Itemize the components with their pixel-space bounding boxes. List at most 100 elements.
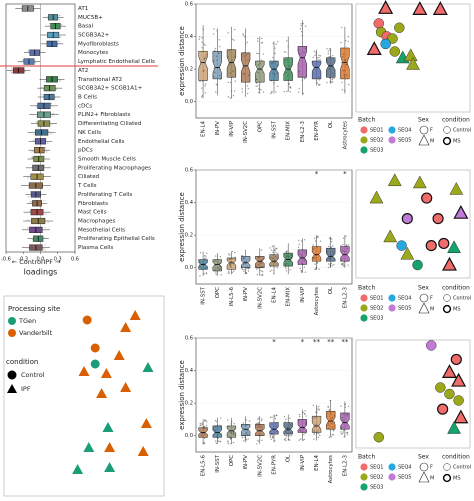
legend-title-condition: condition (442, 117, 470, 124)
distance-point (205, 56, 207, 58)
distance-point (247, 267, 250, 270)
distance-point (312, 64, 314, 67)
sample-point (441, 256, 457, 271)
distance-point (301, 79, 303, 81)
distance-point (288, 435, 290, 437)
distance-point (288, 422, 291, 424)
distance-point (261, 426, 263, 428)
sample-point (90, 359, 100, 369)
loading-category-label: Proliferating Epithelial Cells (78, 236, 155, 242)
distance-point (304, 410, 306, 412)
distance-box (255, 60, 265, 83)
legend-label-site: Vanderbilt (19, 329, 53, 337)
distance-point (242, 422, 244, 424)
distance-point (313, 417, 315, 419)
distance-point (343, 265, 345, 267)
distance-point (215, 271, 217, 273)
distance-point (216, 59, 218, 61)
distance-point (244, 436, 247, 438)
loading-point (59, 79, 62, 81)
loading-point (43, 200, 45, 202)
loading-point (44, 81, 46, 83)
distance-point (299, 28, 302, 30)
loading-category-label: NK Cells (78, 130, 101, 136)
distance-point (290, 434, 292, 437)
distance-point (313, 257, 316, 259)
distance-point (285, 250, 288, 253)
distance-point (347, 36, 350, 38)
distance-point (315, 423, 317, 426)
y-tick-label: 0.4 (185, 34, 194, 40)
distance-point (347, 259, 349, 262)
legend-label-condition: IPF (21, 385, 31, 393)
distance-point (343, 254, 345, 256)
distance-point (275, 91, 277, 93)
distance-point (248, 420, 251, 422)
distance-point (344, 403, 346, 406)
distance-point (231, 76, 234, 78)
y-axis-label: expression distance (178, 360, 186, 430)
distance-point (300, 23, 302, 25)
x-category-label: IN-PV (243, 455, 249, 470)
distance-point (256, 273, 259, 276)
significance-mark: * (343, 170, 347, 178)
legend-title-batch: Batch (358, 285, 375, 292)
distance-point (212, 59, 215, 62)
distance-point (270, 91, 273, 94)
distance-point (332, 253, 334, 255)
loading-point (24, 70, 26, 73)
distance-point (331, 251, 334, 253)
distance-box (269, 422, 279, 435)
sample-point (96, 388, 108, 398)
distance-point (340, 259, 343, 261)
x-tick-label: -0.3 (18, 257, 28, 263)
distance-point (329, 399, 332, 402)
distance-point (326, 48, 328, 50)
sample-point (120, 322, 132, 332)
distance-point (317, 436, 320, 438)
legend-title-sex: Sex (418, 117, 429, 124)
distance-point (284, 259, 286, 262)
distance-point (303, 433, 305, 436)
distance-point (217, 440, 219, 442)
loading-point (35, 120, 38, 123)
distance-point (327, 424, 330, 426)
distance-point (201, 87, 203, 89)
distance-point (203, 442, 206, 445)
x-category-label: EN-MIX (286, 287, 292, 307)
legend-label-batch: SEQ3 (370, 485, 383, 491)
distance-point (245, 43, 247, 45)
distance-point (290, 256, 293, 259)
y-tick-label: 0.0 (185, 265, 193, 271)
distance-point (285, 418, 287, 420)
sample-point (435, 382, 446, 393)
distance-point (258, 88, 260, 90)
x-category-label: IN-SST (215, 454, 221, 472)
distance-point (201, 37, 203, 39)
distance-point (269, 66, 271, 69)
distance-point (199, 422, 202, 425)
x-category-label: EN-L2-3 (342, 287, 348, 308)
distance-point (345, 61, 347, 63)
distance-point (234, 256, 236, 259)
distance-point (215, 440, 217, 442)
distance-point (341, 89, 344, 91)
legend-swatch-batch (388, 294, 396, 302)
loading-category-label: Differentiating Ciliated (78, 121, 142, 127)
distance-point (317, 407, 319, 409)
distance-point (203, 273, 205, 275)
distance-point (258, 91, 260, 94)
distance-point (301, 34, 304, 37)
distance-point (312, 404, 315, 407)
distance-point (316, 433, 318, 435)
distance-point (242, 255, 244, 257)
distance-box (255, 256, 265, 268)
distance-point (304, 77, 306, 80)
sample-point (78, 366, 90, 376)
x-category-label: IN-L5-6 (229, 286, 235, 306)
distance-point (220, 432, 222, 435)
distance-point (213, 76, 215, 78)
y-tick-label: 0.2 (185, 67, 193, 73)
distance-point (202, 80, 204, 83)
sample-point (378, 0, 394, 14)
